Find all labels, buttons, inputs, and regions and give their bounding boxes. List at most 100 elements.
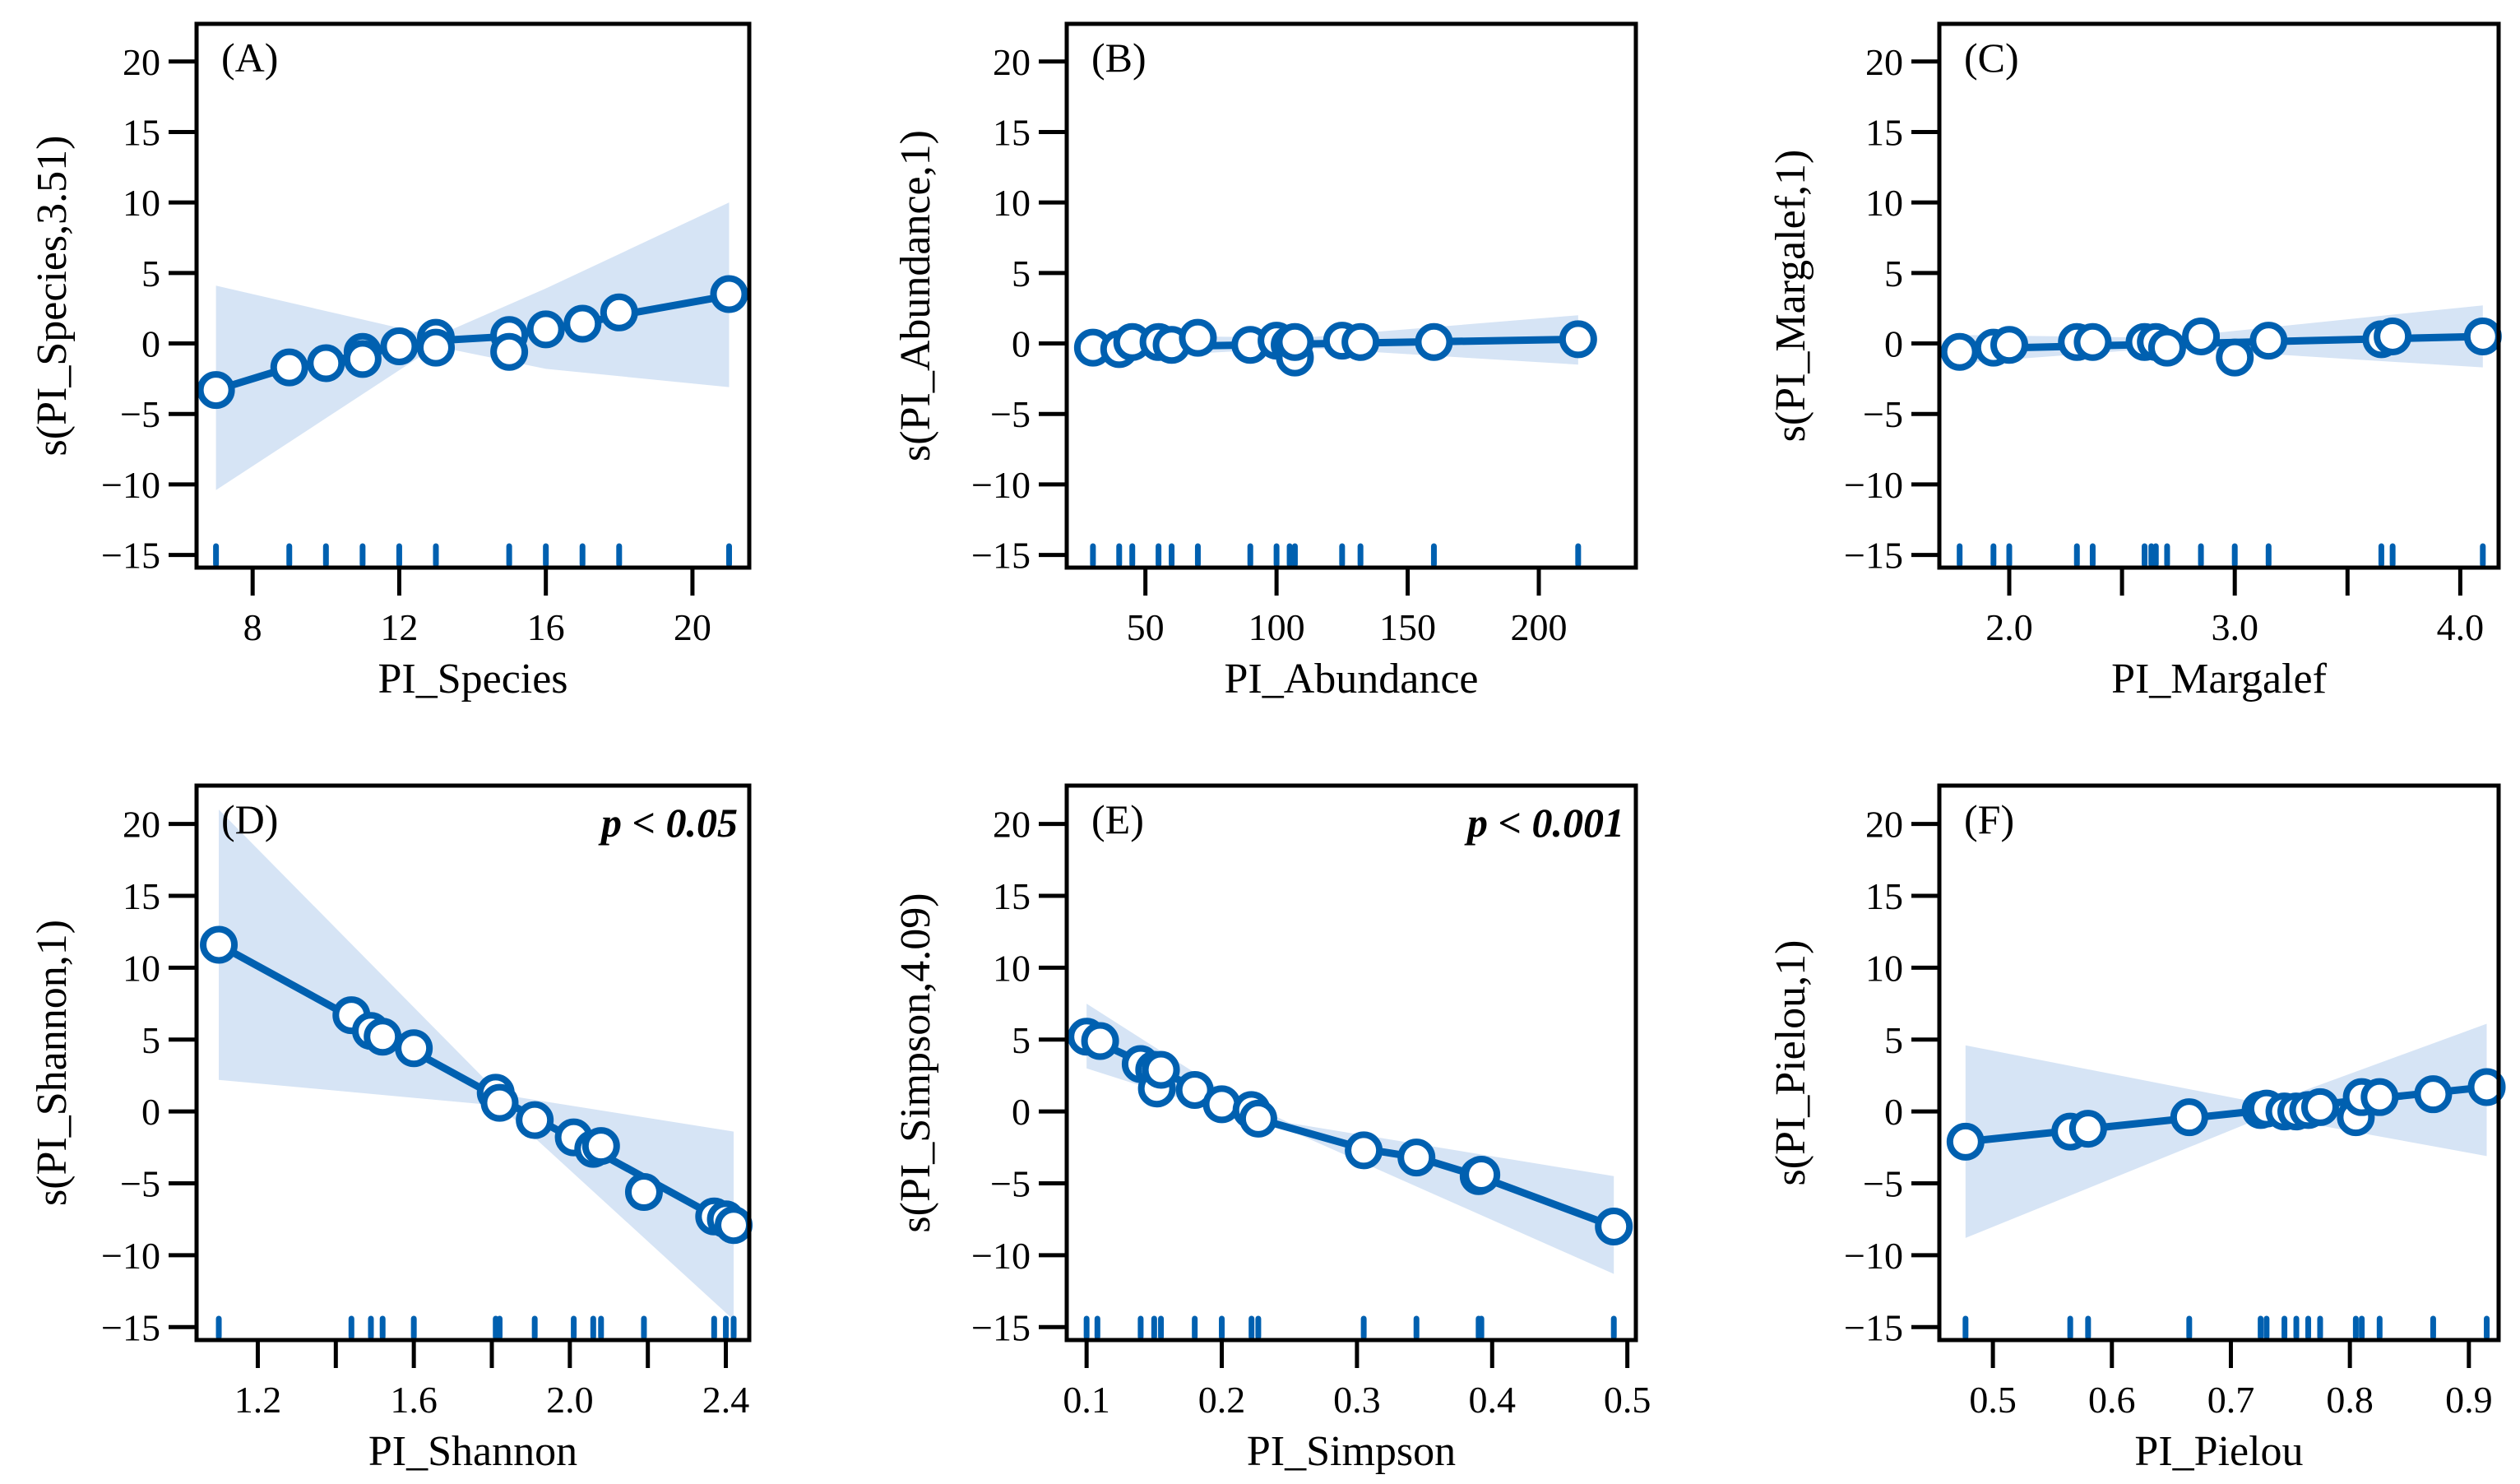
data-point xyxy=(200,925,239,964)
y-tick-label: −10 xyxy=(101,464,160,506)
y-tick-label: −5 xyxy=(990,393,1031,435)
data-point xyxy=(1179,318,1217,357)
y-tick-label: 15 xyxy=(123,111,160,153)
plot-frame xyxy=(194,783,752,1343)
data-point xyxy=(1415,322,1453,361)
data-point xyxy=(2073,322,2112,361)
data-point xyxy=(416,328,455,367)
y-tick-label: 10 xyxy=(993,182,1031,224)
x-tick-label: 150 xyxy=(1379,606,1436,648)
y-tick-label: 5 xyxy=(1012,1019,1031,1061)
y-tick-label: −15 xyxy=(1844,1306,1903,1348)
y-tick-label: −10 xyxy=(1844,1235,1903,1277)
x-axis-title: PI_Abundance xyxy=(1224,656,1478,703)
data-point xyxy=(1595,1207,1633,1245)
x-tick-label: 0.2 xyxy=(1198,1379,1246,1421)
plot-frame xyxy=(1064,783,1638,1343)
panel-label: (B) xyxy=(1091,35,1147,81)
y-tick-label: −10 xyxy=(1844,464,1903,506)
x-tick-label: 2.0 xyxy=(1985,606,2033,648)
y-tick-label: −10 xyxy=(971,464,1031,506)
data-point xyxy=(2182,317,2221,355)
y-tick-label: 15 xyxy=(123,875,160,917)
data-point xyxy=(395,1029,433,1068)
data-point xyxy=(380,327,419,365)
y-axis-title: s(PI_Pielou,1) xyxy=(1767,940,1814,1186)
y-tick-label: −15 xyxy=(101,535,160,577)
y-tick-label: 20 xyxy=(993,41,1031,83)
x-tick-label: 50 xyxy=(1127,606,1165,648)
panel-d: 20 15 10 5 0 −5 −10 −15 1.2 1.6 2.0 2.4 PI_Shannon s(… xyxy=(29,783,753,1475)
y-tick-label: 5 xyxy=(141,253,160,294)
confidence-band xyxy=(215,202,730,490)
y-tick-label: 20 xyxy=(1865,804,1903,846)
data-point xyxy=(2360,1078,2399,1116)
y-tick-label: −15 xyxy=(101,1306,160,1348)
y-tick-label: 10 xyxy=(1865,182,1903,224)
x-tick-label: 2.0 xyxy=(546,1379,594,1421)
data-point xyxy=(1239,1099,1277,1138)
data-point xyxy=(2216,338,2254,377)
x-tick-label: 4.0 xyxy=(2437,606,2485,648)
y-tick-label: −5 xyxy=(1863,393,1903,435)
y-tick-label: 20 xyxy=(993,804,1031,846)
y-tick-label: −5 xyxy=(120,393,160,435)
y-tick-label: 10 xyxy=(123,947,160,989)
data-point xyxy=(1081,1022,1119,1060)
x-tick-label: 12 xyxy=(380,606,418,648)
y-tick-label: 15 xyxy=(993,875,1031,917)
data-point xyxy=(1940,332,1979,371)
x-tick-label: 0.1 xyxy=(1063,1379,1110,1421)
x-tick-label: 3.0 xyxy=(2211,606,2258,648)
data-point xyxy=(197,371,235,410)
x-tick-label: 0.5 xyxy=(1604,1379,1651,1421)
data-point xyxy=(364,1018,402,1056)
data-point xyxy=(1946,1122,1985,1161)
y-tick-label: 10 xyxy=(123,182,160,224)
data-point xyxy=(1990,326,2028,364)
panel-a: 20 15 10 5 0 −5 −10 −15 8 12 16 20 PI_Species s(PI_Sp… xyxy=(29,21,752,703)
x-tick-label: 2.4 xyxy=(702,1379,750,1421)
x-tick-label: 0.8 xyxy=(2326,1379,2374,1421)
data-point xyxy=(581,1127,620,1166)
x-tick-label: 16 xyxy=(527,606,565,648)
plot-frame xyxy=(1937,21,2501,570)
y-tick-label: 5 xyxy=(141,1019,160,1061)
y-tick-label: −15 xyxy=(971,535,1031,577)
y-tick-label: 0 xyxy=(141,1091,160,1133)
y-tick-label: 10 xyxy=(993,947,1031,989)
y-axis-title: s(PI_Margalef,1) xyxy=(1767,150,1814,443)
data-point xyxy=(2170,1098,2208,1137)
panel-label: (E) xyxy=(1091,796,1144,842)
x-axis-title: PI_Margalef xyxy=(2111,656,2328,703)
y-tick-label: −15 xyxy=(971,1306,1031,1348)
data-point xyxy=(1559,320,1597,359)
x-tick-label: 8 xyxy=(243,606,262,648)
x-tick-label: 1.6 xyxy=(390,1379,438,1421)
data-point xyxy=(1345,1131,1383,1170)
data-point xyxy=(343,340,382,378)
data-point xyxy=(480,1083,519,1122)
data-point xyxy=(2467,1068,2506,1106)
data-point xyxy=(715,1206,753,1245)
x-tick-label: 0.3 xyxy=(1333,1379,1381,1421)
panel-c: 20 15 10 5 0 −5 −10 −15 2.0 3.0 4.0 PI_Margalef s(PI… xyxy=(1767,21,2502,703)
y-tick-label: 0 xyxy=(1012,323,1031,365)
y-axis-title: s(PI_Simpson,4.09) xyxy=(892,893,939,1232)
x-tick-label: 0.7 xyxy=(2207,1379,2255,1421)
data-point xyxy=(1276,322,1314,361)
y-tick-label: 5 xyxy=(1012,253,1031,294)
y-tick-label: −10 xyxy=(971,1235,1031,1277)
data-point xyxy=(2463,317,2502,355)
y-tick-label: −5 xyxy=(1863,1163,1903,1205)
x-axis-title: PI_Simpson xyxy=(1247,1428,1456,1475)
y-tick-label: −5 xyxy=(990,1163,1031,1205)
data-point xyxy=(600,293,638,332)
y-tick-label: 5 xyxy=(1884,253,1903,294)
panel-label: (A) xyxy=(221,35,278,81)
y-tick-label: −5 xyxy=(120,1163,160,1205)
y-tick-label: 10 xyxy=(1865,947,1903,989)
data-point xyxy=(2147,328,2186,367)
